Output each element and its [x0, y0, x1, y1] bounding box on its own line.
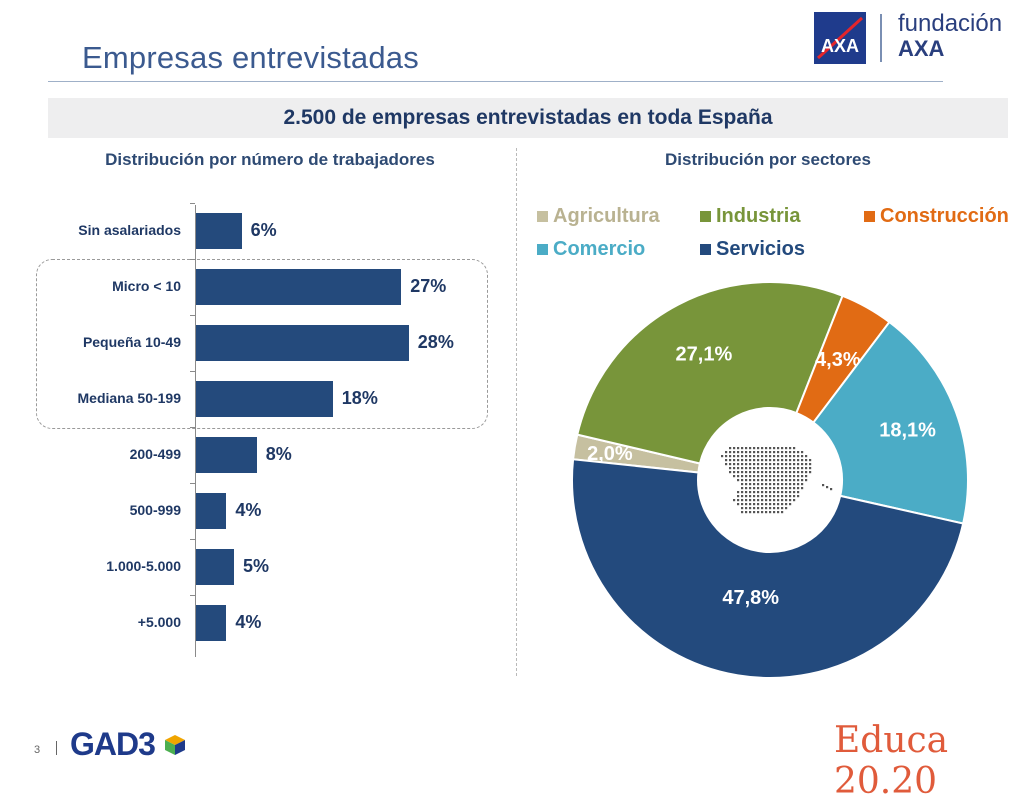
bar-category-label: 500-999	[129, 502, 181, 518]
bar-axis-tick	[190, 539, 195, 540]
bar-axis-tick	[190, 427, 195, 428]
legend-swatch	[700, 211, 711, 222]
bar	[196, 381, 333, 417]
footer-separator	[56, 741, 57, 755]
axa-logo: AXA	[814, 12, 866, 69]
highlight-group-box	[36, 259, 488, 429]
page-title: Empresas entrevistadas	[82, 40, 419, 75]
legend-item: Industria	[700, 205, 800, 228]
sector-donut-chart: 2,0% 27,1% 4,3% 18,1% 47,8%	[571, 281, 969, 679]
legend-swatch	[700, 244, 711, 255]
legend-swatch	[537, 244, 548, 255]
bar-value-label: 5%	[243, 556, 270, 576]
bar-axis-tick	[190, 595, 195, 596]
bar-value-label: 27%	[410, 276, 447, 296]
donut-slice	[576, 281, 844, 465]
legend-item: Agricultura	[537, 205, 660, 228]
cube-icon	[164, 735, 185, 755]
bar-value-label: 28%	[417, 332, 454, 352]
bar-axis-tick	[190, 203, 195, 204]
fundacion-brand: AXA	[898, 36, 945, 61]
bar-axis-tick	[190, 315, 195, 316]
legend-swatch	[537, 211, 548, 222]
legend-item: Comercio	[537, 238, 645, 261]
logo-divider	[880, 14, 882, 62]
bar-category-label: 200-499	[129, 446, 181, 462]
title-divider	[48, 81, 943, 82]
educa-logo: Educa 20.20	[834, 720, 949, 802]
bar-value-label: 4%	[235, 500, 262, 520]
bar-value-label: 6%	[250, 220, 277, 240]
bar-category-label: Pequeña 10-49	[82, 334, 181, 350]
bar	[196, 605, 227, 641]
bar	[196, 213, 242, 249]
donut-value-label: 2,0%	[587, 443, 633, 465]
donut-value-label: 18,1%	[879, 420, 936, 442]
legend-label: Comercio	[553, 238, 646, 260]
bar-value-label: 18%	[341, 388, 378, 408]
donut-slice	[571, 458, 965, 679]
pie-chart-title: Distribución por sectores	[665, 150, 871, 169]
summary-banner: 2.500 de empresas entrevistadas en toda …	[48, 98, 1008, 138]
bar-category-label: Sin asalariados	[78, 222, 181, 238]
bar-category-label: Mediana 50-199	[77, 390, 182, 406]
bar	[196, 437, 257, 473]
legend-item: Construcción	[864, 205, 1009, 228]
fundacion-label: fundación	[898, 10, 1003, 37]
bar	[196, 269, 402, 305]
spain-map-icon	[721, 447, 833, 514]
legend-item: Servicios	[700, 238, 805, 261]
bar-category-label: Micro < 10	[112, 278, 181, 294]
bar-value-label: 4%	[235, 612, 262, 632]
legend-label: Industria	[716, 205, 801, 227]
bar	[196, 549, 234, 585]
page-number: 3	[34, 744, 41, 756]
section-divider	[516, 148, 517, 676]
donut-value-label: 27,1%	[676, 344, 733, 366]
bar-axis-tick	[190, 483, 195, 484]
bar	[196, 493, 227, 529]
bar-value-label: 8%	[265, 444, 292, 464]
bar-chart-title: Distribución por número de trabajadores	[105, 150, 435, 169]
bar-category-label: 1.000-5.000	[106, 558, 181, 574]
donut-value-label: 47,8%	[722, 587, 779, 609]
donut-value-label: 4,3%	[815, 349, 861, 371]
legend-swatch	[864, 211, 875, 222]
bar-axis-tick	[190, 371, 195, 372]
gad3-logo: GAD3	[70, 726, 187, 763]
bar-category-label: +5.000	[137, 614, 181, 630]
bar-chart-axis	[195, 205, 196, 657]
legend-label: Servicios	[716, 238, 805, 260]
gad3-logo-text: GAD3	[70, 726, 156, 762]
legend-label: Construcción	[880, 205, 1009, 227]
bar	[196, 325, 409, 361]
legend-label: Agricultura	[553, 205, 660, 227]
bar-axis-tick	[190, 259, 195, 260]
donut-slice	[812, 320, 969, 525]
svg-text:AXA: AXA	[821, 36, 859, 56]
